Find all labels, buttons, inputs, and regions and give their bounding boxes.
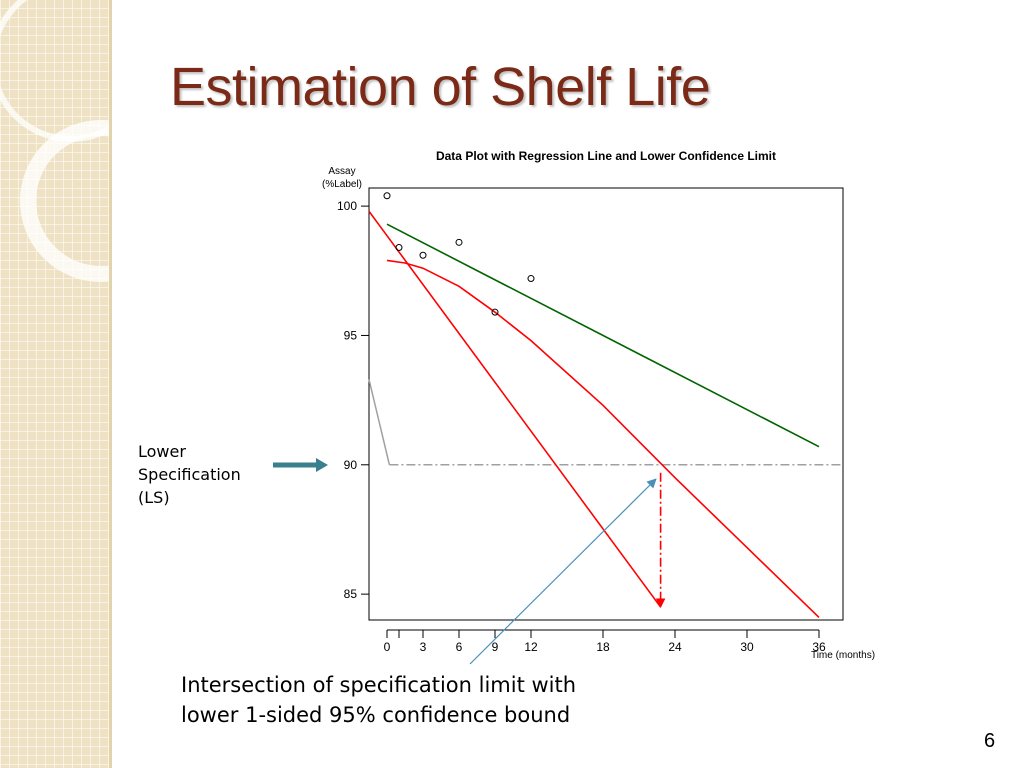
x-tick-label: 0 (384, 640, 391, 654)
ls-label-line-1: Lower (138, 442, 186, 461)
plot-layer (368, 192, 843, 618)
x-tick-label: 3 (420, 640, 427, 654)
y-axis-label-line-1: Assay (328, 166, 355, 177)
x-tick-label: 24 (668, 640, 682, 654)
x-tick-label: 30 (740, 640, 754, 654)
ls-label-line-3: (LS) (138, 488, 170, 507)
chart-title: Data Plot with Regression Line and Lower… (436, 149, 776, 163)
y-axis-label-line-2: (%Label) (322, 179, 362, 190)
data-point (455, 238, 463, 246)
x-axis-label: Time (months) (811, 650, 875, 661)
x-tick-label: 36 (812, 640, 826, 654)
data-point (383, 192, 391, 200)
x-tick-label: 9 (492, 640, 499, 654)
steep-line-series (368, 210, 662, 608)
intersection-note-line-2: lower 1-sided 95% confidence bound (181, 703, 571, 727)
ls-label-line-2: Specification (138, 465, 241, 484)
slide-title: Estimation of Shelf Life (170, 57, 711, 117)
spec-connector-line (368, 379, 391, 465)
lower-confidence-limit-series (386, 259, 820, 618)
x-tick-label: 18 (596, 640, 610, 654)
x-tick-label: 6 (456, 640, 463, 654)
y-tick-label: 85 (344, 587, 358, 601)
regression-line-series (386, 223, 820, 448)
intersection-note-line-1: Intersection of specification limit with (181, 673, 577, 697)
intersection-pointer-arrow (469, 478, 657, 665)
data-point (527, 275, 535, 283)
spec-arrow-head (316, 458, 328, 472)
y-tick-label: 95 (344, 328, 358, 342)
x-tick-label: 12 (524, 640, 538, 654)
plot-frame (368, 187, 844, 621)
data-point (491, 308, 499, 316)
y-tick-label: 100 (337, 199, 357, 213)
data-point (395, 243, 403, 251)
page-number: 6 (984, 730, 996, 752)
lower-specification-label: Lower Specification (LS) (138, 440, 268, 509)
intersection-note: Intersection of specification limit with… (181, 670, 576, 730)
data-point (419, 251, 427, 259)
y-tick-label: 90 (344, 458, 358, 472)
decorative-left-band (0, 0, 112, 768)
